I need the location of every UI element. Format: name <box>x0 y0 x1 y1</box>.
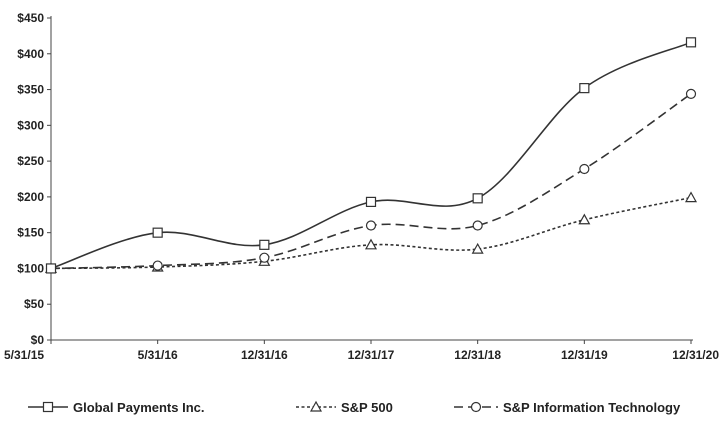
y-tick-label: $200 <box>17 190 44 204</box>
series-line-square <box>50 41 692 270</box>
legend-item-square: Global Payments Inc. <box>28 400 205 415</box>
y-tick-label: $350 <box>17 83 44 97</box>
x-tick-label: 12/31/17 <box>348 348 395 362</box>
data-point-triangle <box>471 242 484 254</box>
x-tick-label: 5/31/15 <box>4 348 44 362</box>
x-tick-label: 12/31/20 <box>672 348 719 362</box>
data-point-square <box>472 193 483 204</box>
y-tick-label: $100 <box>17 261 44 275</box>
data-point-circle <box>259 252 270 263</box>
legend-marker-triangle <box>309 400 323 412</box>
y-tick-label: $450 <box>17 11 44 25</box>
x-tick-label: 5/31/16 <box>138 348 178 362</box>
series-line-triangle <box>50 196 692 270</box>
x-tick-label: 12/31/19 <box>561 348 608 362</box>
data-point-circle <box>472 220 483 231</box>
legend-label: S&P Information Technology <box>503 400 681 415</box>
data-point-circle <box>579 163 590 175</box>
legend: Global Payments Inc. S&P 500 S&P Informati… <box>28 400 681 415</box>
legend-label: S&P 500 <box>341 400 393 415</box>
data-point-circle <box>365 220 377 231</box>
data-point-square <box>259 239 270 250</box>
data-point-square <box>45 263 57 274</box>
x-axis-ticks: 5/31/15 5/31/16 12/31/16 12/31/17 12/31/18 12… <box>4 340 719 362</box>
legend-marker-circle <box>470 401 482 413</box>
data-point-square <box>152 227 163 238</box>
y-tick-label: $50 <box>24 297 44 311</box>
legend-item-triangle: S&P 500 <box>296 400 393 415</box>
legend-label: Global Payments Inc. <box>73 400 205 415</box>
x-tick-label: 12/31/16 <box>241 348 288 362</box>
data-point-square <box>579 83 590 94</box>
y-tick-label: $250 <box>17 154 44 168</box>
data-point-square <box>365 196 377 207</box>
data-point-circle <box>685 88 697 99</box>
y-tick-label: $400 <box>17 47 44 61</box>
legend-marker-square <box>42 401 54 413</box>
y-tick-label: $300 <box>17 118 44 132</box>
data-point-triangle <box>364 238 378 250</box>
y-tick-label: $150 <box>17 226 44 240</box>
y-tick-label: $0 <box>31 333 45 347</box>
series-lines <box>44 37 698 274</box>
x-tick-label: 12/31/18 <box>454 348 501 362</box>
data-point-square <box>685 37 697 48</box>
data-point-triangle <box>684 191 698 203</box>
chart-axes <box>50 16 693 341</box>
data-point-triangle <box>578 213 591 225</box>
data-point-circle <box>152 260 163 271</box>
y-axis-ticks: $0 $50 $100 $150 $200 $250 $300 $350 $400 $450 <box>17 11 51 347</box>
legend-item-circle: S&P Information Technology <box>454 400 681 415</box>
